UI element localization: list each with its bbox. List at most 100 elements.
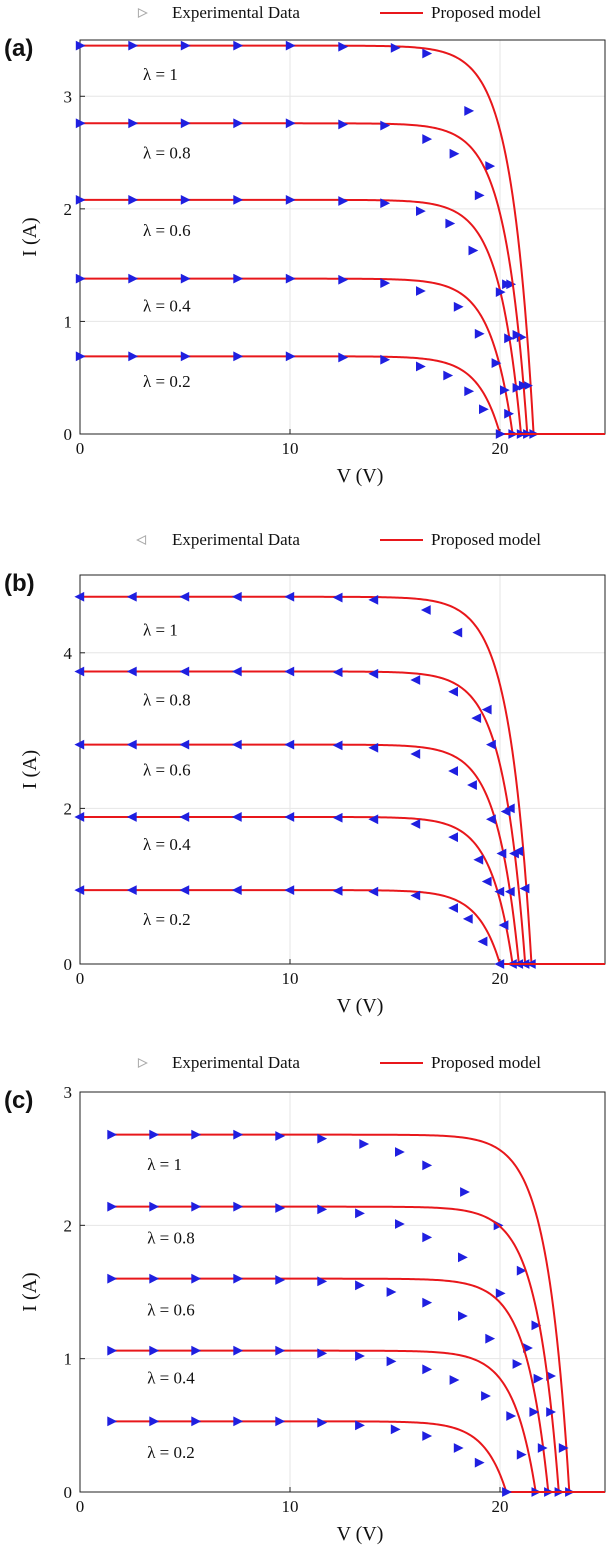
series-1: λ = 0.8 — [74, 666, 605, 969]
model-curve — [80, 122, 605, 435]
experimental-point — [191, 1129, 202, 1140]
curve-label: λ = 0.6 — [143, 761, 191, 780]
model-curve — [80, 743, 605, 965]
series-4: λ = 0.2 — [107, 1416, 605, 1497]
experimental-point — [191, 1273, 202, 1284]
experimental-point — [126, 885, 137, 895]
experimental-point — [386, 1287, 397, 1297]
experimental-point — [149, 1273, 160, 1284]
series-4: λ = 0.2 — [75, 351, 605, 439]
experimental-point — [275, 1131, 286, 1141]
experimental-point — [386, 1356, 397, 1367]
experimental-point — [107, 1129, 118, 1140]
experimental-point — [180, 194, 191, 205]
y-tick-label: 3 — [64, 1083, 73, 1102]
experimental-point — [416, 361, 426, 372]
experimental-point — [275, 1416, 286, 1427]
experimental-point — [516, 1449, 527, 1460]
experimental-point — [500, 385, 510, 395]
experimental-point — [422, 48, 433, 59]
x-axis-label: V (V) — [337, 1523, 384, 1545]
experimental-point — [317, 1417, 328, 1428]
y-tick-label: 0 — [64, 1483, 73, 1502]
series-2: λ = 0.6 — [74, 739, 605, 969]
x-tick-label: 20 — [492, 1497, 509, 1516]
experimental-point — [355, 1280, 365, 1291]
experimental-point — [485, 1333, 496, 1344]
experimental-point — [448, 686, 458, 697]
experimental-point — [74, 591, 85, 602]
experimental-point — [338, 196, 349, 206]
experimental-point — [126, 812, 137, 822]
model-curve — [80, 44, 605, 435]
experimental-point — [422, 1431, 433, 1441]
experimental-point — [410, 749, 421, 759]
curve-label: λ = 0.6 — [147, 1300, 195, 1319]
experimental-point — [380, 354, 391, 365]
curve-label: λ = 0.4 — [143, 297, 191, 316]
legend: Experimental Data Proposed model — [137, 1053, 541, 1072]
panel-c: Experimental Data Proposed model (c) 0 10 20 0… — [4, 1053, 606, 1545]
experimental-point — [275, 1275, 286, 1285]
experimental-point — [231, 666, 242, 677]
series-3: λ = 0.4 — [74, 812, 605, 969]
experimental-point — [495, 429, 506, 439]
experimental-point — [233, 118, 244, 129]
experimental-point — [338, 274, 349, 285]
experimental-point — [498, 920, 509, 930]
experimental-point — [390, 1424, 401, 1435]
curve-label: λ = 0.4 — [147, 1368, 195, 1387]
y-tick-label: 4 — [64, 644, 73, 663]
series-3: λ = 0.4 — [75, 273, 605, 439]
panel-label: (a) — [4, 35, 33, 62]
legend-marker-experimental — [136, 534, 147, 546]
panel-a: Experimental Data Proposed model (a) 0 10 20 0… — [4, 3, 606, 487]
experimental-point — [368, 594, 379, 605]
experimental-point — [380, 198, 391, 209]
x-axis-label: V (V) — [337, 995, 384, 1017]
model-curve — [80, 198, 605, 435]
x-tick-label: 0 — [76, 1497, 85, 1516]
experimental-point — [332, 667, 343, 678]
experimental-point — [512, 330, 523, 340]
y-tick-label: 2 — [64, 799, 73, 818]
y-axis-label: I (A) — [19, 750, 41, 789]
experimental-point — [506, 1411, 517, 1421]
experimental-point — [519, 883, 530, 894]
legend-label-experimental: Experimental Data — [172, 530, 300, 549]
curve-label: λ = 0.4 — [143, 835, 191, 854]
y-axis-label: I (A) — [19, 1272, 41, 1311]
experimental-point — [179, 591, 190, 602]
experimental-point — [338, 352, 349, 363]
experimental-point — [471, 713, 482, 724]
experimental-point — [191, 1201, 202, 1212]
experimental-point — [149, 1129, 160, 1140]
experimental-point — [128, 40, 139, 51]
y-axis-label: I (A) — [19, 217, 41, 256]
experimental-point — [355, 1420, 365, 1431]
experimental-point — [74, 885, 85, 895]
experimental-point — [285, 273, 296, 284]
legend: Experimental Data Proposed model — [136, 530, 541, 549]
experimental-point — [458, 1311, 468, 1321]
y-tick-label: 1 — [64, 312, 73, 331]
experimental-point — [486, 814, 496, 825]
experimental-point — [410, 890, 421, 901]
experimental-point — [422, 1232, 433, 1243]
experimental-point — [410, 675, 421, 685]
y-tick-label: 1 — [64, 1350, 73, 1369]
y-tick-label: 0 — [64, 425, 73, 444]
experimental-point — [395, 1219, 405, 1229]
experimental-point — [448, 832, 458, 843]
experimental-point — [149, 1201, 160, 1212]
experimental-point — [502, 279, 512, 290]
y-tick-label: 3 — [64, 87, 73, 106]
curve-label: λ = 0.2 — [147, 1443, 195, 1462]
experimental-point — [495, 287, 506, 298]
experimental-point — [233, 194, 244, 205]
legend-label-experimental: Experimental Data — [172, 1053, 300, 1072]
series-2: λ = 0.6 — [107, 1273, 605, 1497]
experimental-point — [233, 40, 244, 51]
plot-area-frame — [79, 39, 606, 435]
